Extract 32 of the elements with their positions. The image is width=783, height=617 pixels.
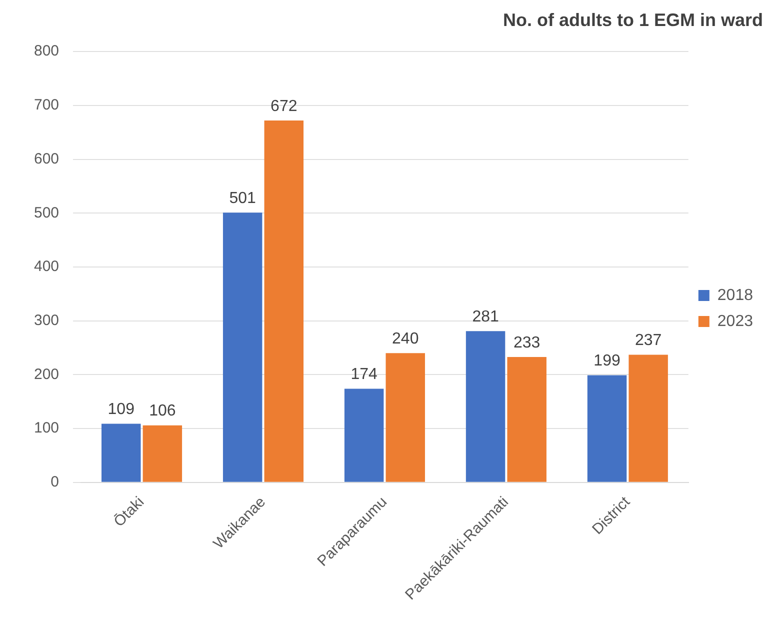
bar — [222, 212, 262, 482]
legend-label: 2023 — [717, 312, 754, 330]
bar — [466, 331, 506, 482]
bar — [264, 120, 304, 482]
data-label: 672 — [270, 98, 298, 115]
bar — [507, 356, 546, 482]
legend-label: 2018 — [717, 286, 754, 304]
bar — [587, 375, 627, 482]
data-label: 106 — [149, 402, 176, 420]
y-tick-label: 400 — [34, 258, 60, 276]
data-label: 501 — [229, 190, 256, 208]
y-tick-label: 200 — [34, 366, 60, 383]
bar — [628, 354, 668, 482]
data-label: 109 — [108, 401, 135, 418]
y-tick-label: 800 — [34, 42, 60, 60]
data-label: 199 — [594, 352, 620, 370]
chart-title: No. of adults to 1 EGM in ward — [502, 10, 763, 30]
data-label: 281 — [472, 308, 499, 326]
bar — [386, 353, 425, 482]
y-tick-label: 700 — [34, 96, 60, 114]
y-tick-label: 500 — [34, 204, 60, 222]
bar — [101, 424, 141, 482]
y-tick-label: 600 — [34, 150, 60, 168]
data-label: 237 — [634, 332, 662, 350]
y-tick-label: 100 — [34, 420, 60, 437]
data-label: 240 — [392, 330, 419, 348]
y-tick-label: 0 — [50, 474, 60, 491]
data-label: 174 — [350, 366, 378, 384]
bar — [344, 388, 384, 482]
bar — [142, 425, 182, 482]
data-label: 233 — [513, 334, 540, 352]
y-tick-label: 300 — [34, 312, 60, 330]
